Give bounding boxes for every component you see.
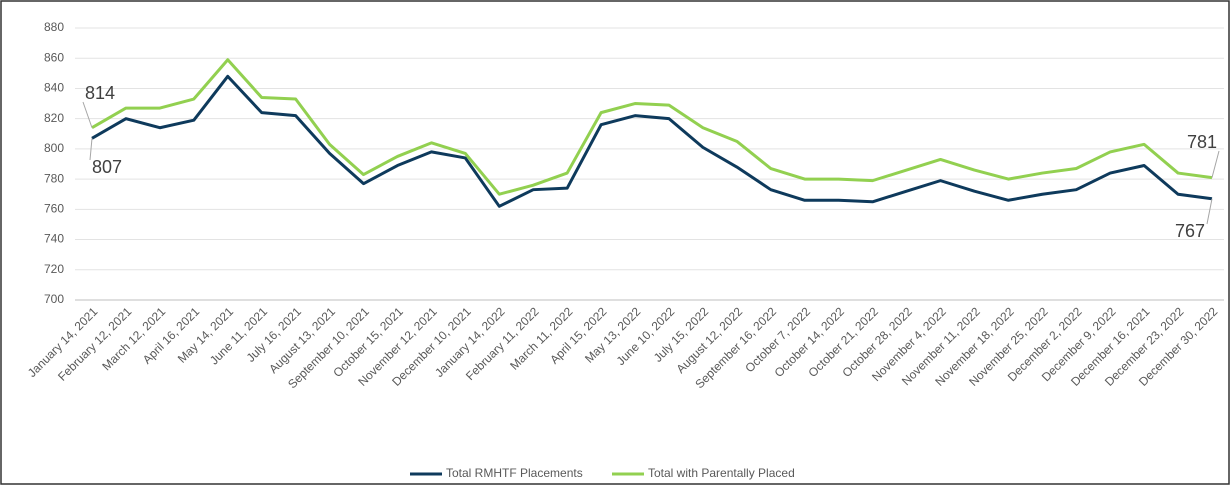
y-tick-label: 820 — [44, 111, 64, 125]
data-label: 781 — [1187, 132, 1217, 152]
y-tick-label: 800 — [44, 141, 64, 155]
y-tick-label: 880 — [44, 20, 64, 34]
data-label: 767 — [1175, 221, 1205, 241]
legend-label: Total RMHTF Placements — [446, 466, 583, 480]
legend-label: Total with Parentally Placed — [648, 466, 795, 480]
y-tick-label: 760 — [44, 202, 64, 216]
leader-line — [89, 138, 93, 161]
data-label: 807 — [92, 157, 122, 177]
y-tick-label: 740 — [44, 232, 64, 246]
leader-line — [1206, 198, 1213, 225]
leader-line — [1211, 150, 1220, 178]
series-line — [91, 58, 1213, 196]
data-label: 814 — [85, 83, 115, 103]
y-tick-label: 780 — [44, 171, 64, 185]
y-tick-label: 720 — [44, 262, 64, 276]
y-tick-label: 860 — [44, 50, 64, 64]
y-tick-label: 840 — [44, 81, 64, 95]
leader-line — [82, 101, 93, 128]
y-tick-label: 700 — [44, 292, 64, 306]
series-line — [91, 74, 1213, 208]
